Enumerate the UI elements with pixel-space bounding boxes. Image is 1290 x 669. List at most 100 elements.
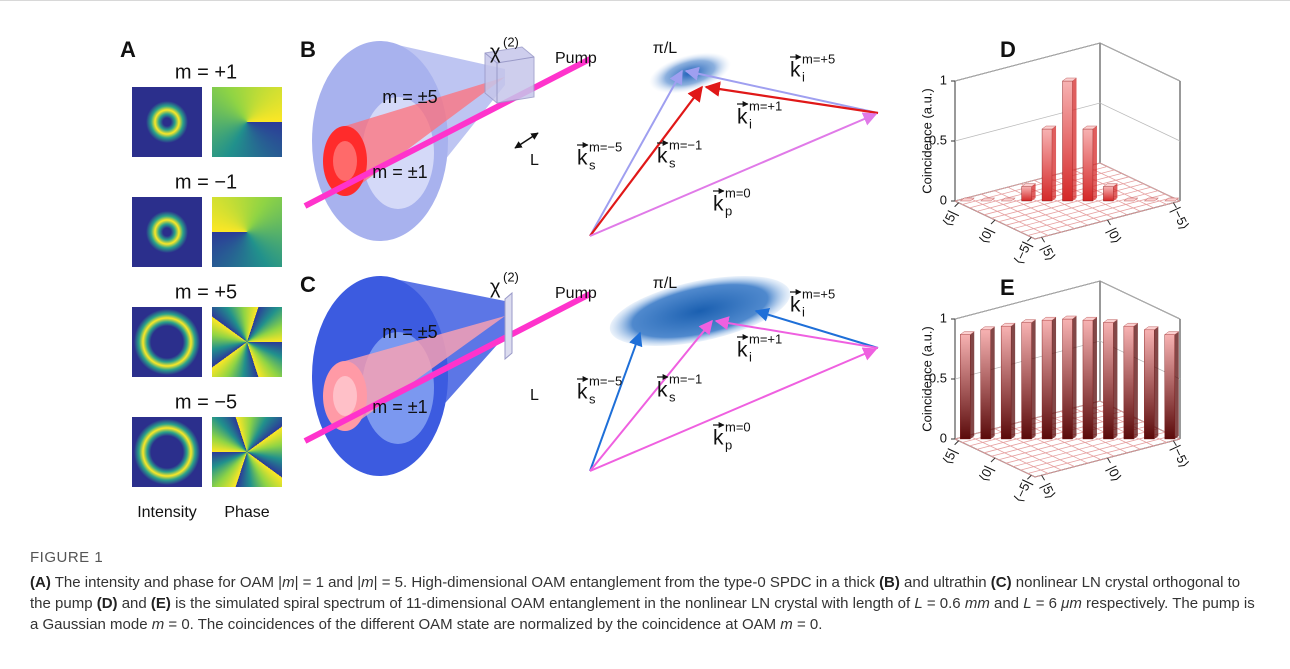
caption-segment: = 6: [1032, 595, 1062, 612]
wavevector-superscript: m=+1: [749, 331, 782, 346]
tick-mark: [1042, 237, 1045, 242]
phase-image: [212, 307, 282, 377]
wavevector-symbol: k: [737, 106, 748, 129]
wavevector-superscript: m=0: [725, 419, 751, 434]
caption: FIGURE 1 (A) The intensity and phase for…: [30, 549, 1265, 635]
caption-segment: (B): [879, 574, 900, 591]
mode-label: m = ±5: [382, 322, 437, 342]
tick-mark: [991, 458, 995, 462]
bra-tick-label: ⟨5|: [940, 208, 960, 229]
wavevector-symbol: k: [790, 59, 801, 82]
page: Am = +1m = −1m = +5m = −5IntensityPhaseB…: [0, 0, 1290, 669]
wavevector-superscript: m=+5: [802, 286, 835, 301]
y-axis-label: Coincidence (a.u.): [919, 88, 934, 194]
caption-segment: (A): [30, 574, 51, 591]
optics-thick: [305, 41, 590, 241]
length-label: L: [530, 387, 539, 404]
bar-front: [1042, 320, 1052, 439]
caption-segment: The intensity and phase for OAM |: [51, 574, 282, 591]
wavevector-symbol: k: [737, 339, 748, 362]
crystal-label: χ: [490, 276, 501, 298]
caption-segment: L: [914, 595, 922, 612]
bar-front: [1063, 319, 1073, 439]
caption-segment: m: [780, 616, 793, 633]
cutoff-label: π/L: [653, 275, 677, 292]
bar-front: [1001, 326, 1011, 439]
mode-label: m = ±1: [372, 397, 427, 417]
wavevector-subscript: s: [589, 157, 596, 172]
crystal-superscript: (2): [503, 269, 519, 284]
bar-side: [1113, 320, 1117, 439]
caption-segment: = 0.: [793, 616, 823, 633]
wavevector-symbol: k: [657, 145, 668, 168]
bar-top: [981, 198, 995, 201]
intensity-image: [132, 417, 202, 487]
crystal-superscript: (2): [503, 34, 519, 49]
bar-top: [1144, 198, 1158, 201]
figure-label: FIGURE 1: [30, 549, 1265, 566]
panel-label: B: [300, 37, 316, 62]
bar-front: [1103, 187, 1113, 201]
caption-segment: μm: [1061, 595, 1082, 612]
caption-segment: (C): [991, 574, 1012, 591]
y-tick-label: 0: [940, 430, 947, 445]
caption-segment: is the simulated spiral spectrum of 11-d…: [171, 595, 914, 612]
phase-image: [212, 197, 282, 267]
caption-text: (A) The intensity and phase for OAM | m | …: [30, 572, 1265, 635]
tick-mark: [1027, 475, 1031, 479]
phase-label: Phase: [224, 504, 269, 521]
bar-side: [1073, 78, 1077, 201]
wavevector-subscript: p: [725, 203, 732, 218]
mode-label: m = ±5: [382, 87, 437, 107]
bar-top: [1001, 198, 1015, 201]
grid-line: [955, 43, 1180, 81]
mode-label: m = −1: [175, 171, 237, 193]
caption-segment: = 0. The coincidences of the different O…: [164, 616, 780, 633]
bar-side: [1093, 317, 1097, 439]
intensity-label: Intensity: [137, 504, 197, 521]
grid-line: [955, 281, 1180, 319]
mode-label: m = ±1: [372, 162, 427, 182]
tick-mark: [955, 203, 959, 207]
wavevector-symbol: k: [577, 147, 588, 170]
y-tick-label: 0: [940, 192, 947, 207]
wall-edge: [955, 43, 1180, 81]
mode-label: m = +5: [175, 281, 237, 303]
bar-front: [1165, 335, 1175, 439]
tick-mark: [1108, 458, 1111, 463]
intensity-image: [132, 87, 202, 157]
bar-side: [1154, 327, 1158, 439]
wavevector-subscript: s: [669, 389, 676, 404]
panel-label: D: [1000, 37, 1016, 62]
wavevector-subscript: i: [749, 349, 752, 364]
wavevector-subscript: s: [589, 391, 596, 406]
bar-top: [1165, 198, 1179, 201]
y-tick-label: 1: [940, 310, 947, 325]
wall-edge: [955, 281, 1180, 319]
wavevector-diagram-thick: [590, 45, 878, 236]
optics-ultrathin: [305, 276, 590, 476]
wavevector-subscript: s: [669, 155, 676, 170]
wavevector-superscript: m=−5: [589, 373, 622, 388]
wavevector-subscript: i: [802, 304, 805, 319]
caption-segment: (D): [97, 595, 118, 612]
tick-mark: [1042, 475, 1045, 480]
pump-label: Pump: [555, 285, 597, 302]
length-label: L: [530, 152, 539, 169]
bar-front: [1022, 323, 1032, 439]
wavevector-superscript: m=0: [725, 185, 751, 200]
bra-tick-label: ⟨−5|: [1011, 239, 1034, 266]
caption-segment: | = 1 and |: [295, 574, 362, 591]
panel-label: C: [300, 272, 316, 297]
wavevector-symbol: k: [577, 381, 588, 404]
ket-tick-label: |5⟩: [1038, 481, 1058, 502]
crystal-label: χ: [490, 41, 501, 63]
caption-segment: (E): [151, 595, 171, 612]
intensity-image: [132, 307, 202, 377]
y-tick-label: 1: [940, 72, 947, 87]
figure-frame: Am = +1m = −1m = +5m = −5IntensityPhaseB…: [0, 0, 1290, 669]
caption-segment: mm: [965, 595, 990, 612]
wavevector-superscript: m=−1: [669, 137, 702, 152]
tick-mark: [1108, 220, 1111, 225]
bar-side: [970, 332, 974, 439]
